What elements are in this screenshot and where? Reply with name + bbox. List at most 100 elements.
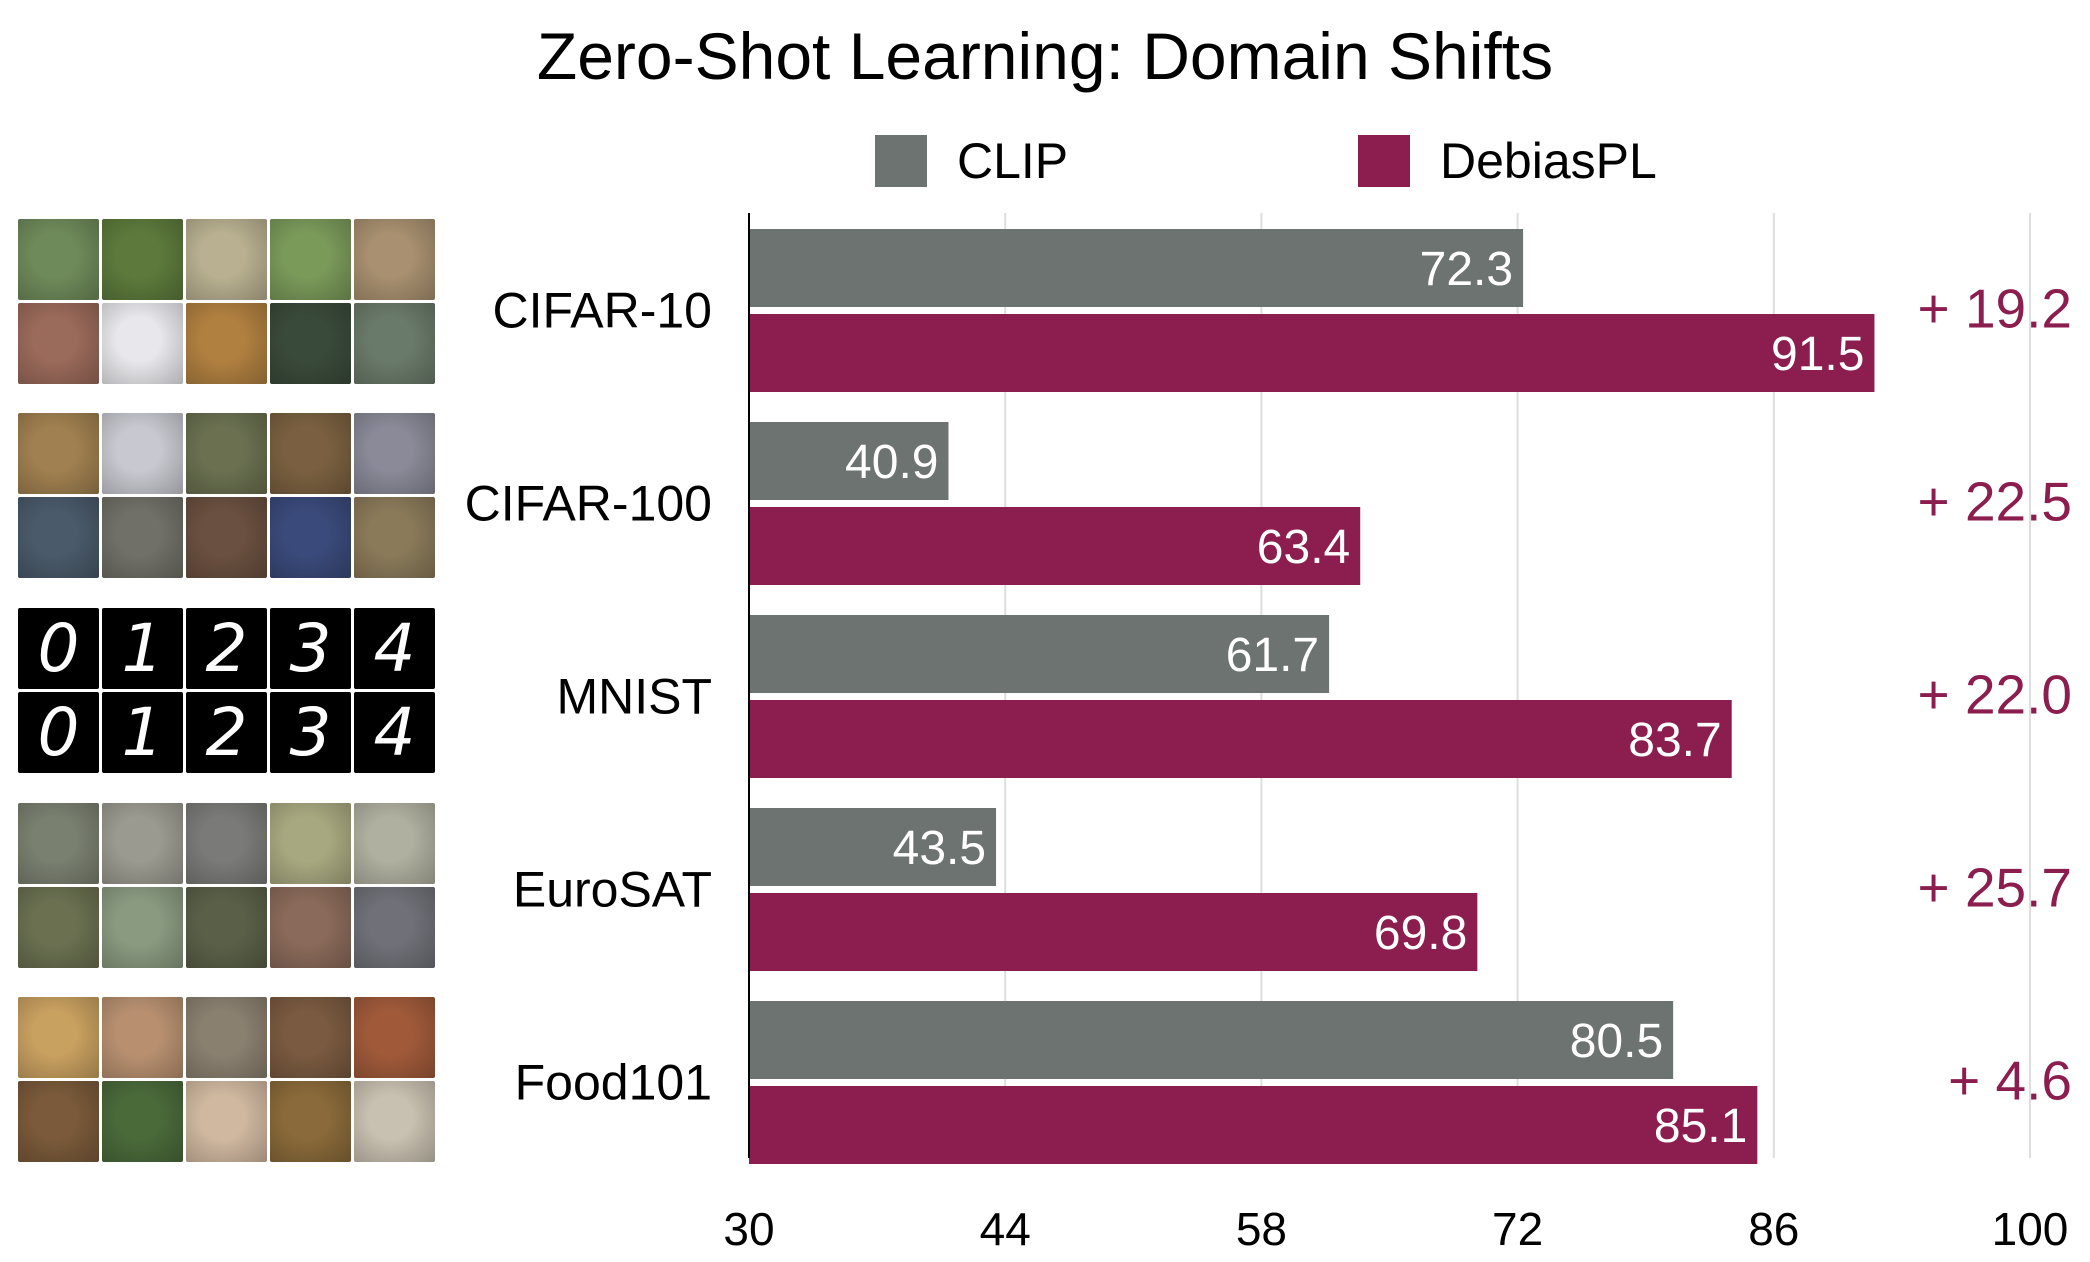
bar-value-label: 43.5 <box>893 822 986 875</box>
bar-value-label: 91.5 <box>1771 328 1864 381</box>
sample-image-grid <box>18 997 436 1162</box>
chart-title: Zero-Shot Learning: Domain Shifts <box>536 19 1554 93</box>
sample-photo <box>18 997 99 1078</box>
digit-image: 2 <box>186 608 267 689</box>
sample-photo <box>18 413 99 494</box>
x-tick-label: 86 <box>1748 1203 1799 1255</box>
sample-photo <box>270 997 351 1078</box>
sample-photo <box>354 303 435 384</box>
sample-photo <box>354 997 435 1078</box>
sample-image-row <box>18 997 436 1078</box>
sample-photo <box>102 497 183 578</box>
sample-image-row <box>18 413 436 494</box>
improvement-label: + 4.6 <box>1948 1050 2072 1112</box>
digit-image: 1 <box>102 692 183 773</box>
category-label: MNIST <box>556 669 712 725</box>
legend-swatch-clip <box>875 135 927 187</box>
sample-photo <box>102 1081 183 1162</box>
digit-image: 4 <box>354 608 435 689</box>
sample-photo <box>354 803 435 884</box>
legend-swatch-debiaspl <box>1358 135 1410 187</box>
improvement-label: + 22.5 <box>1918 471 2072 533</box>
category-label: CIFAR-10 <box>492 283 712 339</box>
digit-image: 0 <box>18 608 99 689</box>
category-label: CIFAR-100 <box>465 476 712 532</box>
sample-photo <box>354 497 435 578</box>
sample-photo <box>186 1081 267 1162</box>
sample-image-row <box>18 887 436 968</box>
sample-photo <box>186 803 267 884</box>
sample-photo <box>270 219 351 300</box>
sample-photo <box>186 497 267 578</box>
sample-photo <box>270 413 351 494</box>
category-label: Food101 <box>515 1055 712 1111</box>
sample-photo <box>18 303 99 384</box>
bar-value-label: 83.7 <box>1628 714 1721 767</box>
improvement-label: + 22.0 <box>1918 664 2072 726</box>
x-tick-label: 72 <box>1492 1203 1543 1255</box>
bar-debiaspl <box>749 893 1478 971</box>
bar-debiaspl <box>749 1086 1758 1164</box>
sample-photo <box>18 803 99 884</box>
sample-photo <box>18 219 99 300</box>
sample-photo <box>102 413 183 494</box>
sample-image-row <box>18 1081 436 1162</box>
sample-photo <box>354 219 435 300</box>
bar-debiaspl <box>749 314 1875 392</box>
sample-photo <box>354 887 435 968</box>
sample-photo <box>102 219 183 300</box>
bar-value-label: 63.4 <box>1257 521 1350 574</box>
sample-photo <box>270 497 351 578</box>
digit-image: 2 <box>186 692 267 773</box>
x-tick-label: 100 <box>1992 1203 2069 1255</box>
sample-image-row <box>18 303 436 384</box>
bar-clip <box>749 229 1524 307</box>
bar-debiaspl <box>749 507 1361 585</box>
bar-value-label: 61.7 <box>1226 629 1319 682</box>
improvement-label: + 25.7 <box>1918 857 2072 919</box>
sample-image-grid <box>18 219 436 384</box>
sample-photo <box>186 413 267 494</box>
bar-value-label: 85.1 <box>1654 1100 1747 1153</box>
x-tick-label: 58 <box>1236 1203 1287 1255</box>
sample-image-row <box>18 497 436 578</box>
digit-image: 3 <box>270 692 351 773</box>
bar-clip <box>749 422 949 500</box>
legend-item-clip: CLIP <box>875 133 1068 189</box>
sample-photo <box>102 887 183 968</box>
sample-photo <box>354 1081 435 1162</box>
sample-photo <box>102 303 183 384</box>
digit-image: 3 <box>270 608 351 689</box>
sample-photo <box>18 1081 99 1162</box>
digit-image: 1 <box>102 608 183 689</box>
sample-photo <box>102 803 183 884</box>
sample-photo <box>186 887 267 968</box>
bar-value-label: 80.5 <box>1570 1015 1663 1068</box>
bar-clip <box>749 615 1330 693</box>
sample-photo <box>186 219 267 300</box>
sample-photo <box>270 803 351 884</box>
legend-label-clip: CLIP <box>957 133 1069 189</box>
sample-photo <box>18 887 99 968</box>
digit-image: 0 <box>18 692 99 773</box>
digit-image: 4 <box>354 692 435 773</box>
sample-photo <box>270 887 351 968</box>
legend-item-debiaspl: DebiasPL <box>1358 133 1657 189</box>
sample-image-row <box>18 219 436 300</box>
sample-image-row <box>18 803 436 884</box>
bar-value-label: 72.3 <box>1420 243 1513 296</box>
bar-value-label: 69.8 <box>1374 907 1467 960</box>
sample-photo <box>186 997 267 1078</box>
x-tick-label: 30 <box>723 1203 774 1255</box>
bar-clip <box>749 808 997 886</box>
sample-image-grid <box>18 803 436 968</box>
legend-label-debiaspl: DebiasPL <box>1440 133 1657 189</box>
sample-photo <box>270 1081 351 1162</box>
sample-photo <box>186 303 267 384</box>
sample-image-grid <box>18 413 436 578</box>
